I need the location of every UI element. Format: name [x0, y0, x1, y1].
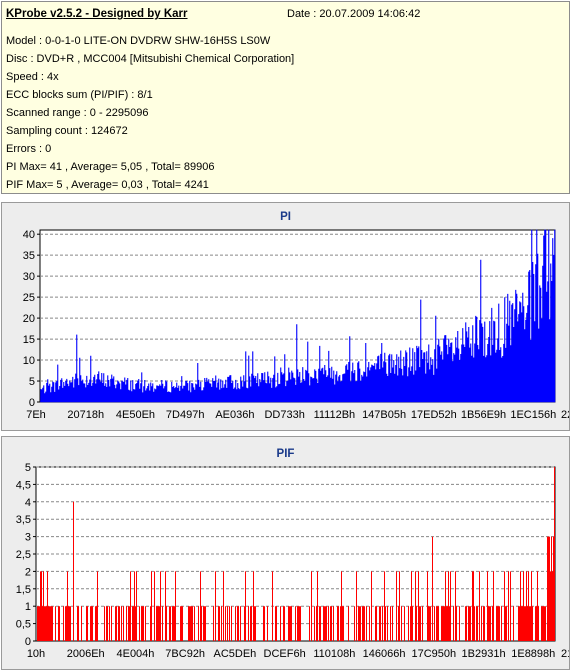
- y-tick-label: 0: [25, 636, 31, 648]
- y-tick-label: 4,5: [16, 479, 31, 491]
- x-tick-label: 17ED52h: [411, 409, 457, 421]
- scanned-range-line: Scanned range : 0 - 2295096: [6, 107, 149, 119]
- y-tick-label: 0,5: [16, 619, 31, 631]
- x-tick-label: 1B56E9h: [461, 409, 506, 421]
- y-tick-label: 2,5: [16, 549, 31, 561]
- x-tick-label: DCEF6h: [264, 648, 306, 660]
- pif-chart: 0 0,5 1 1,5 2 2,5 3 3,5 4 4,5 5 10h 2006Eh 4E004h 7BC9…: [16, 462, 569, 660]
- errors-line: Errors : 0: [6, 143, 52, 155]
- y-tick-label: 25: [23, 292, 35, 304]
- x-tick-label: DD733h: [264, 409, 304, 421]
- x-tick-label: 147B05h: [362, 409, 406, 421]
- y-tick-label: 40: [23, 229, 35, 241]
- info-panel: KProbe v2.5.2 - Designed by Karr Date : …: [1, 1, 570, 194]
- x-tick-label: 10h: [27, 648, 45, 660]
- x-tick-label: 1B2931h: [462, 648, 506, 660]
- sampling-count-line: Sampling count : 124672: [6, 125, 128, 137]
- y-tick-label: 30: [23, 271, 35, 283]
- y-tick-label: 4: [25, 497, 31, 509]
- pif-bars: [37, 467, 555, 641]
- x-tick-label: 146066h: [363, 648, 406, 660]
- y-tick-label: 0: [29, 397, 35, 409]
- y-tick-label: 5: [29, 376, 35, 388]
- pif-summary-line: PIF Max= 5 , Average= 0,03 , Total= 4241: [6, 179, 209, 191]
- x-tick-label: 7D497h: [166, 409, 205, 421]
- x-tick-label: 11112Bh: [314, 409, 356, 421]
- y-tick-label: 2: [25, 566, 31, 578]
- pi-chart-panel: PI 0 5 10 15 20 25 30 35 40 7Eh 20718h 4E50Eh 7D497h…: [1, 202, 570, 431]
- y-tick-label: 1,5: [16, 584, 31, 596]
- x-tick-label: 222B74h: [561, 409, 569, 421]
- disc-line: Disc : DVD+R , MCC004 [Mitsubishi Chemic…: [6, 53, 295, 65]
- pif-chart-title: PIF: [276, 448, 295, 460]
- scan-date: Date : 20.07.2009 14:06:42: [287, 8, 421, 20]
- x-tick-label: 1EC156h: [510, 409, 556, 421]
- y-tick-label: 35: [23, 250, 35, 262]
- app-title: KProbe v2.5.2 - Designed by Karr: [6, 8, 188, 20]
- pif-chart-panel: PIF 0 0,5 1 1,5 2 2,5 3 3,5 4 4,5 5 10h 2006Eh 4E004h…: [1, 436, 570, 670]
- x-tick-label: 21E837h: [561, 648, 569, 660]
- pi-bars: [40, 229, 556, 403]
- y-tick-label: 15: [23, 334, 35, 346]
- y-tick-label: 20: [23, 313, 35, 325]
- x-tick-label: 110108h: [313, 648, 355, 660]
- x-tick-label: 4E50Eh: [116, 409, 155, 421]
- x-tick-label: 4E004h: [116, 648, 154, 660]
- x-tick-label: 1E8898h: [511, 648, 555, 660]
- pi-chart: 0 5 10 15 20 25 30 35 40 7Eh 20718h 4E50Eh 7D497h AE0…: [23, 229, 569, 421]
- x-tick-label: 2006Eh: [67, 648, 105, 660]
- x-tick-label: 7Eh: [26, 409, 46, 421]
- y-tick-label: 10: [23, 355, 35, 367]
- pi-chart-title: PI: [280, 211, 291, 223]
- speed-line: Speed : 4x: [6, 71, 59, 83]
- x-tick-label: 7BC92h: [165, 648, 205, 660]
- x-tick-label: 20718h: [67, 409, 104, 421]
- x-tick-label: AE036h: [215, 409, 254, 421]
- y-tick-label: 3: [25, 532, 31, 544]
- x-tick-label: AC5DEh: [214, 648, 257, 660]
- y-tick-label: 5: [25, 462, 31, 474]
- ecc-line: ECC blocks sum (PI/PIF) : 8/1: [6, 89, 153, 101]
- y-tick-label: 3,5: [16, 514, 31, 526]
- pi-summary-line: PI Max= 41 , Average= 5,05 , Total= 8990…: [6, 161, 215, 173]
- x-tick-label: 17C950h: [411, 648, 456, 660]
- y-tick-label: 1: [25, 601, 31, 613]
- model-line: Model : 0-0-1-0 LITE-ON DVDRW SHW-16H5S …: [6, 35, 271, 47]
